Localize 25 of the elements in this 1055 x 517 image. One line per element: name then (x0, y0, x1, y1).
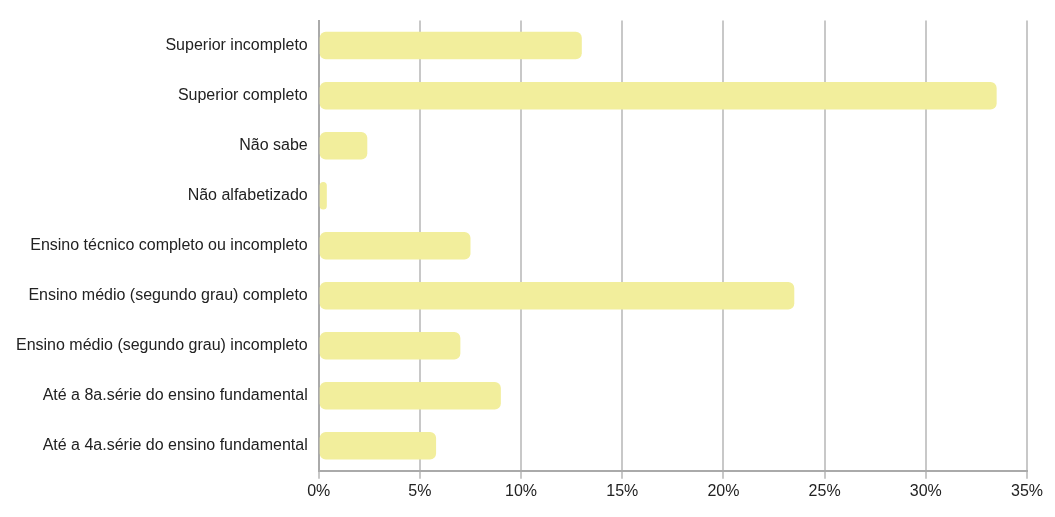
x-tick-label: 5% (408, 481, 432, 499)
x-tick-label: 20% (707, 481, 740, 499)
x-tick-label: 10% (505, 481, 538, 499)
x-tick-label: 0% (307, 481, 331, 499)
bar (319, 31, 582, 60)
x-tick-label: 35% (1010, 481, 1044, 499)
bar (319, 81, 997, 110)
bar (319, 432, 437, 460)
y-tick-label: Até a 8a.série do ensino fundamental (42, 386, 308, 404)
bar (319, 382, 501, 410)
y-tick-label: Ensino médio (segundo grau) incompleto (15, 336, 308, 354)
y-tick-label: Superior completo (177, 86, 308, 104)
y-tick-label: Ensino técnico completo ou incompleto (30, 236, 308, 254)
y-tick-label: Superior incompleto (165, 36, 308, 54)
x-tick-label: 30% (909, 481, 942, 499)
y-tick-label: Até a 4a.série do ensino fundamental (42, 436, 308, 454)
x-tick-label: 15% (606, 481, 639, 499)
y-tick-label: Não sabe (239, 136, 308, 154)
y-tick-label: Ensino médio (segundo grau) completo (28, 286, 308, 304)
bar (319, 231, 471, 260)
bar (319, 131, 368, 160)
bar (319, 281, 795, 310)
bar (319, 331, 461, 360)
x-tick-label: 25% (808, 481, 841, 499)
y-tick-label: Não alfabetizado (187, 186, 308, 204)
